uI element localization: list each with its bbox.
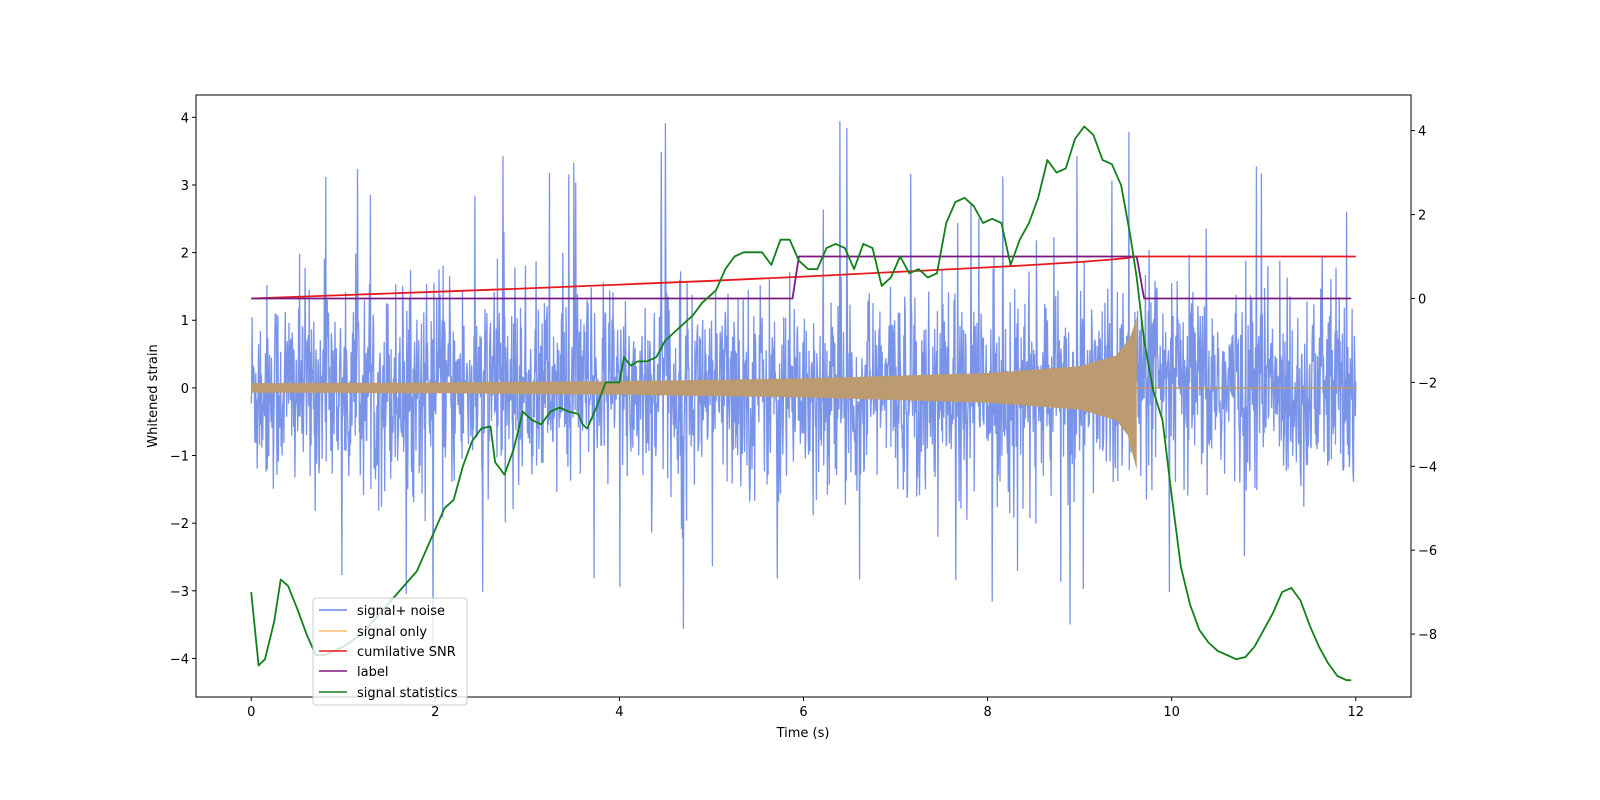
y2-tick-label: 2 [1418, 209, 1426, 224]
cumilative-snr-line [251, 255, 1356, 300]
x-axis-label: Time (s) [776, 726, 830, 741]
y-axis-label: Whitened strain [146, 344, 161, 447]
x-axis: 0 2 4 6 8 10 12 [247, 697, 1364, 720]
y-tick-label: −1 [170, 450, 189, 465]
legend-label-label: label [357, 665, 388, 680]
x-tick-label: 12 [1347, 705, 1364, 720]
y2-tick-label: −2 [1418, 376, 1437, 391]
x-tick-label: 2 [431, 705, 439, 720]
x-tick-label: 4 [615, 705, 623, 720]
signal-only-envelope [251, 316, 1137, 470]
legend-label-signal-only: signal only [357, 625, 427, 640]
legend: signal+ noise signal only cumilative SNR… [312, 597, 468, 706]
x-tick-label: 0 [247, 705, 255, 720]
y2-tick-label: 0 [1418, 292, 1426, 307]
y-tick-label: −3 [170, 585, 189, 600]
y-tick-label: 3 [181, 179, 189, 194]
y-tick-label: 4 [181, 111, 189, 126]
signal-plus-noise-line [250, 121, 1357, 653]
y-axis-left: −4 −3 −2 −1 0 1 2 3 4 [170, 111, 196, 667]
x-tick-label: 10 [1163, 705, 1180, 720]
y-tick-label: −2 [170, 517, 189, 532]
series-signal-statistics [250, 125, 1352, 682]
y-tick-label: 2 [181, 247, 189, 262]
x-tick-label: 8 [983, 705, 991, 720]
legend-label-cumilative-snr: cumilative SNR [357, 645, 456, 660]
series-label [251, 255, 1352, 300]
series-cumilative-snr [251, 255, 1356, 300]
legend-box [312, 597, 468, 706]
label-line [251, 255, 1352, 300]
y-axis-right: −8 −6 −4 −2 0 2 4 [1411, 125, 1437, 643]
y2-tick-label: 4 [1418, 125, 1426, 140]
legend-label-signal-statistics: signal statistics [357, 686, 458, 701]
y2-tick-label: −6 [1418, 544, 1437, 559]
legend-label-signal-plus-noise: signal+ noise [357, 604, 445, 619]
y-tick-label: 0 [181, 382, 189, 397]
y2-tick-label: −4 [1418, 460, 1437, 475]
signal-statistics-line [250, 125, 1352, 682]
x-tick-label: 6 [799, 705, 807, 720]
series-signal-plus-noise [250, 121, 1357, 653]
y2-tick-label: −8 [1418, 628, 1437, 643]
y-tick-label: 1 [181, 314, 189, 329]
series-signal-only [251, 316, 1356, 470]
y-tick-label: −4 [170, 652, 189, 667]
